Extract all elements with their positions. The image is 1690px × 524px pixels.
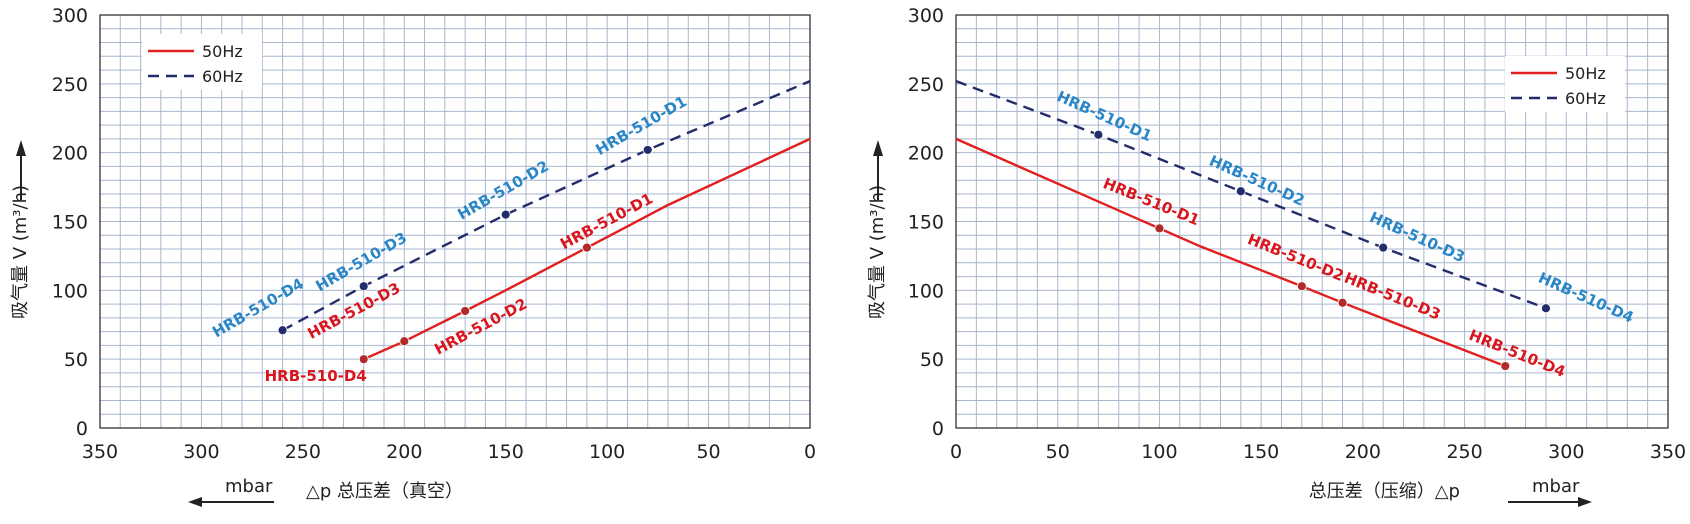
x-tick-label: 50 — [696, 441, 720, 463]
legend-box — [1505, 56, 1625, 112]
x-unit-label: mbar — [1532, 476, 1580, 497]
x-tick-label: 250 — [285, 441, 321, 463]
data-point — [500, 209, 511, 220]
x-unit-arrowhead — [1578, 497, 1592, 507]
data-point — [358, 281, 369, 292]
x-tick-label: 300 — [1548, 441, 1584, 463]
y-tick-label: 50 — [920, 349, 944, 371]
data-point — [358, 354, 369, 365]
x-tick-label: 150 — [488, 441, 524, 463]
x-tick-label: 100 — [1141, 441, 1177, 463]
legend: 50Hz 60Hz — [142, 34, 262, 90]
legend-label: 50Hz — [202, 42, 243, 61]
y-tick-label: 300 — [908, 5, 944, 27]
x-tick-label: 50 — [1046, 441, 1070, 463]
chart-panel-2: 0 50 100 150 200 250 300 0 50 100 150 200 250 300 350 吸… — [867, 5, 1686, 507]
y-tick-label: 200 — [908, 143, 944, 165]
x-tick-label: 350 — [82, 441, 118, 463]
y-tick-label: 300 — [52, 5, 88, 27]
y-tick-label: 0 — [932, 418, 944, 440]
x-tick-label: 200 — [386, 441, 422, 463]
data-point — [277, 325, 288, 336]
data-point — [1541, 303, 1551, 314]
y-tick-label: 250 — [52, 74, 88, 96]
y-axis-title: 吸气量 V (m³/h) — [10, 185, 31, 319]
y-axis-arrowhead — [16, 140, 26, 156]
data-point — [1235, 186, 1246, 197]
y-tick-label: 100 — [908, 280, 944, 302]
grid — [955, 14, 1669, 429]
y-axis-arrowhead — [873, 140, 883, 156]
data-point — [642, 145, 653, 155]
y-tick-label: 50 — [64, 349, 88, 371]
y-tick-label: 150 — [52, 212, 88, 234]
y-tick-label: 0 — [76, 418, 88, 440]
x-unit-label: mbar — [225, 476, 273, 497]
chart-panel-1: 0 50 100 150 200 250 300 350 300 250 200 150 100 50 0 吸… — [10, 5, 816, 507]
y-tick-label: 200 — [52, 143, 88, 165]
x-axis-title: 总压差（压缩）△p — [1309, 481, 1460, 502]
data-point — [1378, 242, 1389, 253]
series-line-50hz — [955, 137, 1506, 368]
x-tick-label: 100 — [589, 441, 625, 463]
legend-label: 60Hz — [1565, 89, 1606, 108]
data-point — [1154, 223, 1165, 234]
data-point — [1093, 129, 1104, 140]
x-tick-label: 350 — [1650, 441, 1686, 463]
x-tick-label: 150 — [1243, 441, 1279, 463]
series-line-60hz — [282, 79, 811, 332]
legend-label: 50Hz — [1565, 64, 1606, 83]
y-axis-title: 吸气量 V (m³/h) — [867, 185, 888, 319]
data-point — [1296, 281, 1307, 292]
x-tick-label: 0 — [804, 441, 816, 463]
data-point — [581, 242, 592, 253]
data-point — [1337, 297, 1348, 308]
y-tick-label: 100 — [52, 280, 88, 302]
data-point — [460, 306, 471, 316]
data-label: HRB-510-D4 — [265, 367, 367, 385]
legend-label: 60Hz — [202, 67, 243, 86]
plot-frame — [99, 14, 811, 429]
legend-box — [142, 34, 262, 90]
plot-frame — [955, 14, 1669, 429]
legend: 50Hz 60Hz — [1505, 56, 1625, 112]
data-point — [399, 336, 410, 347]
y-tick-label: 250 — [908, 74, 944, 96]
data-point — [1500, 361, 1511, 371]
x-tick-label: 300 — [183, 441, 219, 463]
x-tick-label: 200 — [1345, 441, 1381, 463]
y-tick-label: 150 — [908, 212, 944, 234]
x-tick-label: 0 — [950, 441, 962, 463]
x-tick-label: 250 — [1446, 441, 1482, 463]
x-axis-title: △p 总压差（真空） — [306, 481, 463, 502]
x-unit-arrowhead — [188, 497, 202, 507]
